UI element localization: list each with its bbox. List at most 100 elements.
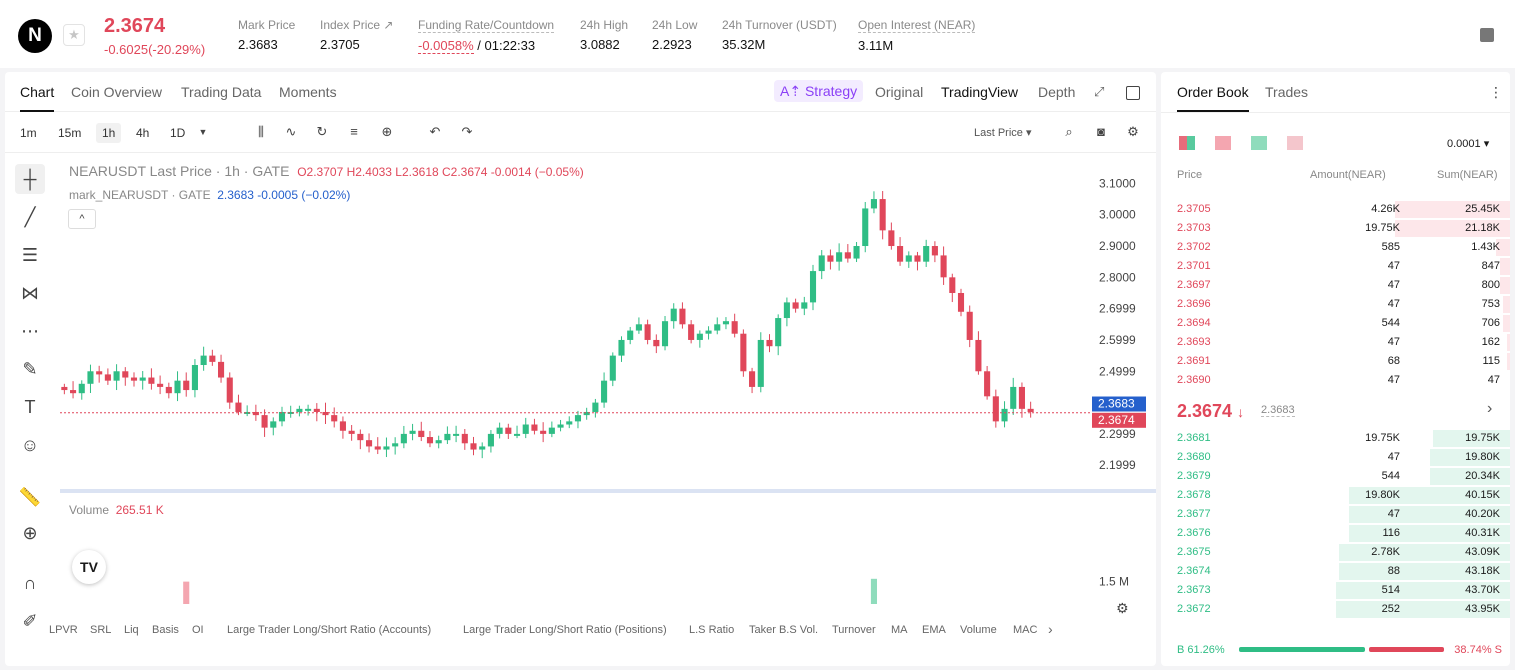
bid-row[interactable]: 2.3678 19.80K 40.15K — [1161, 486, 1510, 505]
indicator-liq[interactable]: Liq — [124, 624, 139, 636]
tab-order-book[interactable]: Order Book — [1177, 84, 1249, 112]
emoji-icon[interactable]: ☺ — [20, 435, 40, 455]
tab-moments[interactable]: Moments — [279, 84, 337, 100]
redo-icon[interactable]: ↷ — [461, 124, 473, 139]
candlestick-chart[interactable]: 3.1000 3.0000 2.9000 2.8000 2.6999 2.5999 2.49… — [5, 154, 1156, 604]
chevron-right-icon[interactable]: › — [1048, 621, 1053, 637]
indicator-taker-vol[interactable]: Taker B.S Vol. — [749, 624, 819, 636]
camera-icon[interactable]: ◙ — [1097, 124, 1105, 139]
settings-gear-icon[interactable]: ⚙ — [1127, 124, 1139, 139]
ask-row[interactable]: 2.3702 585 1.43K — [1161, 238, 1510, 257]
zoom-in-icon[interactable]: ⊕ — [22, 523, 38, 543]
bid-row[interactable]: 2.3677 47 40.20K — [1161, 505, 1510, 524]
stat-index-price[interactable]: Index Price ↗ 2.3705 — [320, 18, 394, 52]
book-icon[interactable] — [1480, 28, 1494, 42]
magnet-icon[interactable]: ∩ — [23, 573, 37, 593]
ask-amount: 544 — [1381, 317, 1400, 329]
ask-row[interactable]: 2.3694 544 706 — [1161, 314, 1510, 333]
indicator-turnover[interactable]: Turnover — [832, 624, 876, 636]
view-asks-icon[interactable] — [1215, 136, 1231, 150]
fullscreen-icon[interactable]: ⤢ — [1094, 84, 1105, 99]
ask-row[interactable]: 2.3693 47 162 — [1161, 333, 1510, 352]
bid-sum: 43.09K — [1465, 546, 1500, 558]
bid-sum: 20.34K — [1465, 470, 1500, 482]
indicator-ma[interactable]: MA — [891, 624, 908, 636]
search-icon[interactable]: ⌕ — [1065, 124, 1073, 139]
tab-trading-data[interactable]: Trading Data — [181, 84, 262, 100]
candle-body — [70, 390, 77, 394]
ask-row[interactable]: 2.3697 47 800 — [1161, 276, 1510, 295]
bid-row[interactable]: 2.3679 544 20.34K — [1161, 467, 1510, 486]
ask-row[interactable]: 2.3703 19.75K 21.18K — [1161, 219, 1510, 238]
bid-row[interactable]: 2.3680 47 19.80K — [1161, 448, 1510, 467]
bid-row[interactable]: 2.3676 116 40.31K — [1161, 524, 1510, 543]
precision-select[interactable]: 0.0001 ▾ — [1447, 138, 1490, 150]
ask-row[interactable]: 2.3701 47 847 — [1161, 257, 1510, 276]
bid-sum: 43.70K — [1465, 584, 1500, 596]
strategy-button[interactable]: A⇡ Strategy — [774, 80, 864, 102]
timeframe-1m[interactable]: 1m — [20, 126, 37, 140]
indicators-icon[interactable]: ∿ — [285, 124, 297, 139]
indicator-lpvr[interactable]: LPVR — [49, 624, 78, 636]
candle-body — [897, 246, 904, 262]
bid-row[interactable]: 2.3681 19.75K 19.75K — [1161, 429, 1510, 448]
indicator-basis[interactable]: Basis — [152, 624, 179, 636]
view-bids-icon[interactable] — [1251, 136, 1267, 150]
collapse-legend-button[interactable]: ^ — [68, 209, 96, 229]
bid-row[interactable]: 2.3672 252 43.95K — [1161, 600, 1510, 619]
candle-body — [635, 324, 642, 331]
tab-depth[interactable]: Depth — [1038, 84, 1076, 100]
indicator-ltlsr-positions[interactable]: Large Trader Long/Short Ratio (Positions… — [463, 624, 667, 636]
timeframe-4h[interactable]: 4h — [136, 126, 150, 140]
view-both-icon[interactable] — [1179, 136, 1195, 150]
tab-tradingview[interactable]: TradingView — [941, 84, 1019, 100]
ask-row[interactable]: 2.3690 47 47 — [1161, 371, 1510, 390]
timeframe-dropdown-icon[interactable]: ▼ — [198, 127, 208, 137]
crosshair-icon[interactable]: ┼ — [15, 164, 45, 194]
chart-settings-icon[interactable]: ⚙ — [1116, 600, 1129, 616]
brush-icon[interactable]: ✎ — [22, 359, 38, 379]
tab-coin-overview[interactable]: Coin Overview — [71, 84, 163, 100]
undo-icon[interactable]: ↶ — [429, 124, 441, 139]
indicator-ema[interactable]: EMA — [922, 624, 946, 636]
timeframe-1h[interactable]: 1h — [96, 123, 122, 143]
more-menu-icon[interactable]: ⋮ — [1489, 84, 1503, 100]
bid-row[interactable]: 2.3674 88 43.18K — [1161, 562, 1510, 581]
indicator-macd[interactable]: MACD — [1013, 624, 1037, 636]
ruler-icon[interactable]: 📏 — [18, 487, 42, 507]
favorite-star-icon[interactable]: ★ — [63, 24, 85, 46]
tab-chart[interactable]: Chart — [20, 84, 55, 112]
indicator-ls-ratio[interactable]: L.S Ratio — [689, 624, 735, 636]
template-icon[interactable]: ≡ — [350, 124, 358, 139]
window-icon[interactable] — [1126, 86, 1140, 100]
ask-row[interactable]: 2.3696 47 753 — [1161, 295, 1510, 314]
pencil-lock-icon[interactable]: ✐ — [22, 611, 38, 631]
ask-row[interactable]: 2.3705 4.26K 25.45K — [1161, 200, 1510, 219]
pattern-icon[interactable]: ⋈ — [21, 283, 39, 303]
indicator-ltlsr-accounts[interactable]: Large Trader Long/Short Ratio (Accounts) — [227, 624, 432, 636]
tab-trades[interactable]: Trades — [1265, 84, 1309, 100]
indicator-oi[interactable]: OI — [192, 624, 204, 636]
mid-chevron-icon[interactable]: › — [1487, 400, 1493, 417]
timeframe-15m[interactable]: 15m — [58, 126, 82, 140]
bid-row[interactable]: 2.3675 2.78K 43.09K — [1161, 543, 1510, 562]
mid-price: 2.3674 ↓ — [1177, 401, 1245, 421]
bid-price: 2.3678 — [1177, 489, 1211, 501]
add-indicator-icon[interactable]: ⊕ — [381, 124, 393, 139]
trendline-icon[interactable]: ╱ — [24, 207, 36, 227]
ask-row[interactable]: 2.3691 68 115 — [1161, 352, 1510, 371]
replay-icon[interactable]: ↻ — [316, 124, 328, 139]
indicator-srl[interactable]: SRL — [90, 624, 112, 636]
bid-row[interactable]: 2.3673 514 43.70K — [1161, 581, 1510, 600]
y-tick-label: 2.5999 — [1099, 333, 1136, 347]
horizontal-lines-icon[interactable]: ☰ — [21, 245, 39, 265]
indicator-volume[interactable]: Volume — [960, 624, 997, 636]
ask-sum: 1.43K — [1471, 241, 1500, 253]
view-mixed-icon[interactable] — [1287, 136, 1303, 150]
candle-type-icon[interactable]: ⫼ — [258, 124, 264, 139]
timeframe-1d[interactable]: 1D — [170, 126, 186, 140]
text-tool-icon[interactable]: T — [24, 397, 36, 417]
tab-original[interactable]: Original — [875, 84, 924, 100]
fib-icon[interactable]: ⋯ — [21, 321, 39, 341]
price-type-select[interactable]: Last Price ▾ — [974, 127, 1032, 139]
